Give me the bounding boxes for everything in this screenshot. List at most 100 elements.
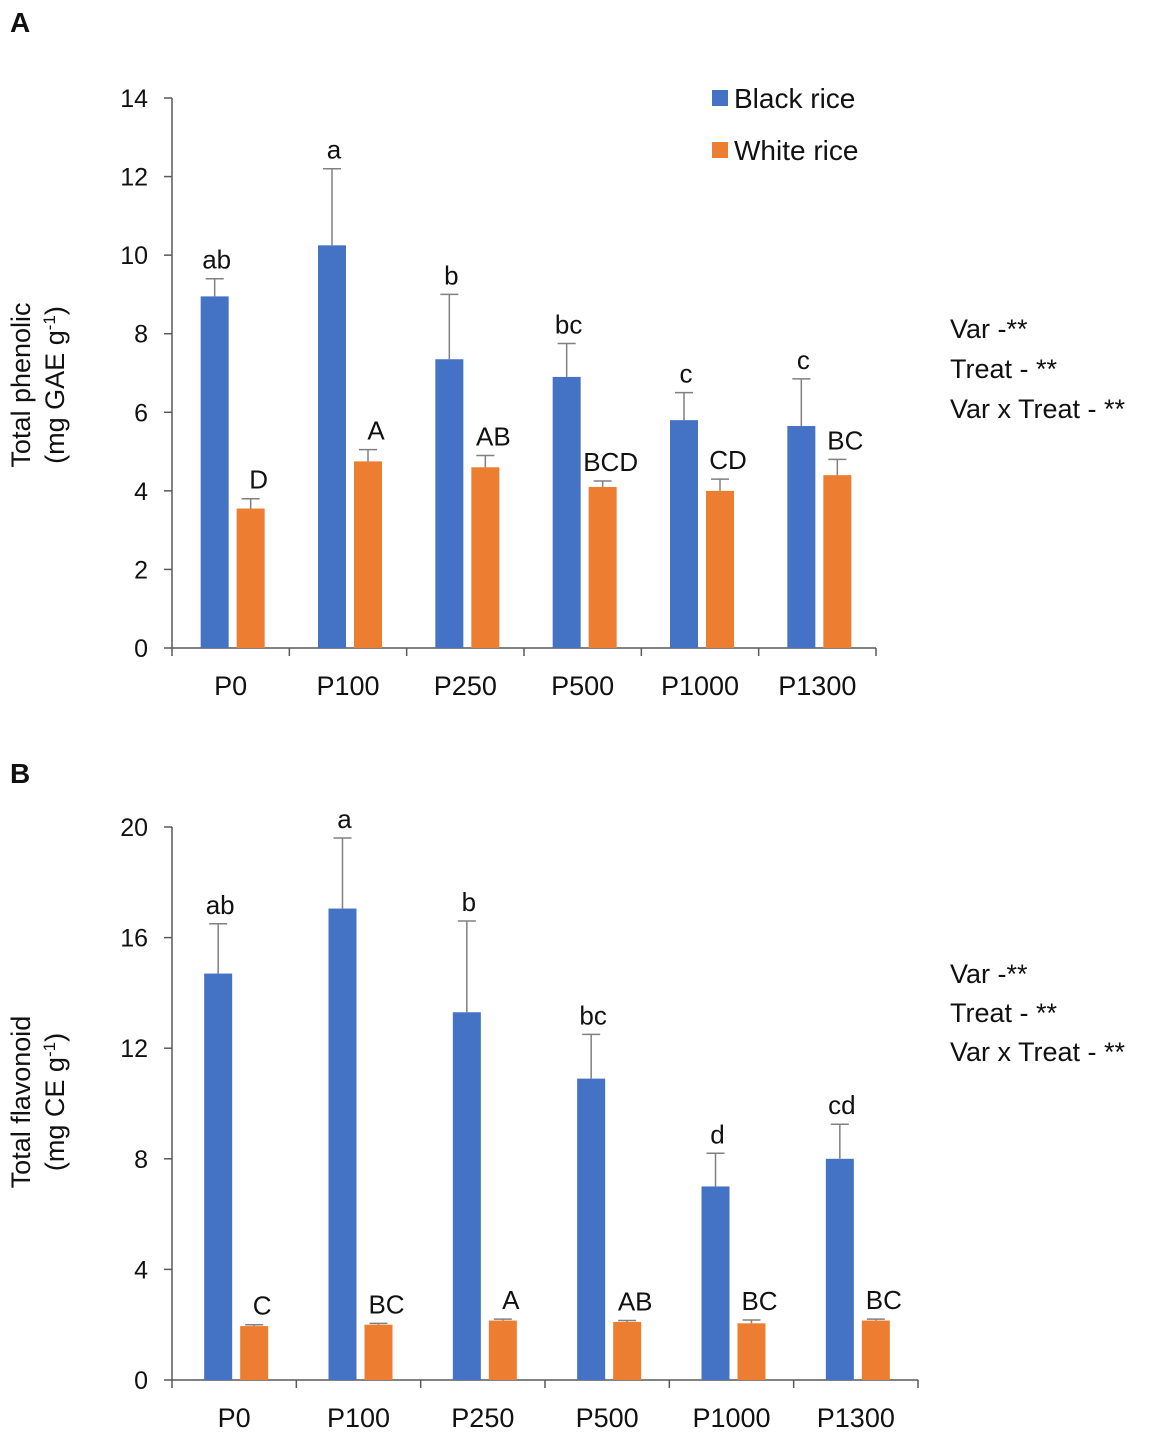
significance-letter-black-rice: ab — [206, 890, 235, 920]
x-tick-label: P100 — [327, 1403, 390, 1433]
y-tick-label: 20 — [120, 814, 148, 842]
significance-letter-white-rice: BC — [827, 425, 863, 455]
panel-b-total-flavonoid-chart: B Total flavonoid (mg CE g-1) Var -** Tr… — [6, 758, 1126, 1433]
significance-letter-white-rice: D — [249, 465, 268, 495]
bar-black-rice — [552, 376, 581, 648]
significance-letter-black-rice: b — [444, 260, 458, 290]
legend-swatch-white-rice — [712, 142, 728, 158]
y-axis-label-close: ) — [40, 1033, 70, 1042]
significance-letter-white-rice: BCD — [583, 447, 638, 477]
plot-area: 0 2 4 6 8 10 12 14 P0 ab D P100 a A P250 b AB P500 bc BCD P1… — [120, 85, 877, 701]
stat-treat: Treat - ** — [950, 354, 1058, 384]
bar-black-rice — [670, 420, 698, 648]
bar-white-rice — [613, 1321, 642, 1380]
significance-letter-white-rice: AB — [476, 422, 511, 452]
y-tick-label: 10 — [120, 242, 148, 270]
y-axis-label-line2: (mg CE g-1) — [40, 1033, 70, 1171]
significance-letter-black-rice: bc — [555, 310, 582, 340]
significance-letter-black-rice: a — [337, 804, 352, 834]
panel-label-a: A — [10, 7, 30, 38]
bar-white-rice — [364, 1324, 393, 1380]
y-tick-label: 6 — [134, 399, 148, 427]
x-tick-label: P0 — [214, 671, 247, 701]
x-tick-label: P1300 — [817, 1403, 895, 1433]
stat-var-x-treat: Var x Treat - ** — [950, 1037, 1126, 1067]
significance-letter-white-rice: AB — [618, 1287, 653, 1317]
significance-letter-black-rice: a — [327, 135, 342, 165]
y-tick-label: 14 — [120, 85, 148, 113]
bar-black-rice — [825, 1158, 854, 1380]
bar-black-rice — [200, 296, 229, 648]
legend: Black rice White rice — [712, 83, 858, 166]
x-tick-label: P500 — [551, 671, 614, 701]
stat-var-x-treat: Var x Treat - ** — [950, 394, 1126, 424]
legend-swatch-black-rice — [712, 90, 728, 106]
y-tick-label: 8 — [134, 1146, 148, 1174]
bar-black-rice — [318, 245, 346, 649]
x-tick-label: P250 — [434, 671, 497, 701]
bar-white-rice — [737, 1323, 766, 1380]
plot-area: 0 4 8 12 16 20 P0 ab C P100 a BC P250 b A P500 bc AB P1000… — [120, 804, 919, 1433]
bar-white-rice — [588, 486, 617, 648]
y-tick-label: 12 — [120, 164, 148, 192]
y-tick-label: 12 — [120, 1035, 148, 1063]
bar-white-rice — [861, 1320, 890, 1380]
x-tick-label: P100 — [316, 671, 379, 701]
y-tick-label: 0 — [134, 635, 148, 663]
significance-letter-black-rice: bc — [579, 1000, 606, 1030]
bar-black-rice — [452, 1012, 481, 1380]
y-tick-label: 4 — [134, 1256, 148, 1284]
bar-white-rice — [471, 467, 500, 648]
y-axis-label-line1: Total flavonoid — [6, 1016, 36, 1189]
stat-var: Var -** — [950, 314, 1028, 344]
y-axis-label-line2: (mg GAE g-1) — [40, 306, 70, 464]
significance-letter-white-rice: BC — [741, 1286, 777, 1316]
significance-stats: Var -** Treat - ** Var x Treat - ** — [950, 314, 1126, 424]
significance-letter-white-rice: BC — [866, 1285, 902, 1315]
y-tick-label: 2 — [134, 556, 148, 584]
x-tick-label: P1000 — [692, 1403, 770, 1433]
significance-letter-black-rice: ab — [202, 245, 231, 275]
significance-letter-white-rice: A — [367, 416, 385, 446]
y-tick-label: 8 — [134, 321, 148, 349]
significance-letter-white-rice: BC — [368, 1289, 404, 1319]
legend-label-white-rice: White rice — [734, 135, 858, 166]
y-axis-label-unit: (mg GAE g — [40, 330, 70, 464]
x-tick-label: P250 — [451, 1403, 514, 1433]
y-tick-label: 0 — [134, 1367, 148, 1395]
x-tick-label: P1300 — [778, 671, 856, 701]
panel-a-total-phenolic-chart: A Black rice White rice Total phenolic (… — [6, 7, 1126, 701]
bar-white-rice — [706, 490, 734, 648]
panel-label-b: B — [10, 758, 30, 789]
significance-letter-black-rice: cd — [828, 1090, 855, 1120]
y-tick-label: 4 — [134, 478, 148, 506]
bar-white-rice — [354, 461, 382, 648]
significance-letter-black-rice: c — [680, 359, 693, 389]
significance-letter-white-rice: C — [253, 1291, 272, 1321]
bar-black-rice — [204, 973, 233, 1380]
x-tick-label: P500 — [576, 1403, 639, 1433]
stat-var: Var -** — [950, 959, 1028, 989]
significance-letter-black-rice: d — [710, 1119, 724, 1149]
bar-black-rice — [328, 908, 357, 1380]
y-axis-label-close: ) — [40, 306, 70, 315]
y-axis-label-superscript: -1 — [40, 1042, 59, 1057]
significance-stats: Var -** Treat - ** Var x Treat - ** — [950, 959, 1126, 1067]
x-tick-label: P0 — [218, 1403, 251, 1433]
significance-letter-white-rice: A — [502, 1285, 520, 1315]
significance-letter-white-rice: CD — [709, 445, 747, 475]
bar-black-rice — [435, 359, 464, 648]
y-axis-label-line1: Total phenolic — [6, 302, 36, 467]
bar-white-rice — [488, 1320, 517, 1380]
bar-white-rice — [236, 508, 265, 648]
legend-label-black-rice: Black rice — [734, 83, 855, 114]
y-tick-label: 16 — [120, 925, 148, 953]
bar-black-rice — [787, 426, 816, 648]
y-axis-label-superscript: -1 — [40, 315, 59, 330]
x-tick-label: P1000 — [661, 671, 739, 701]
bar-black-rice — [701, 1186, 730, 1380]
bar-black-rice — [577, 1078, 606, 1380]
bar-white-rice — [240, 1326, 269, 1380]
significance-letter-black-rice: c — [797, 345, 810, 375]
